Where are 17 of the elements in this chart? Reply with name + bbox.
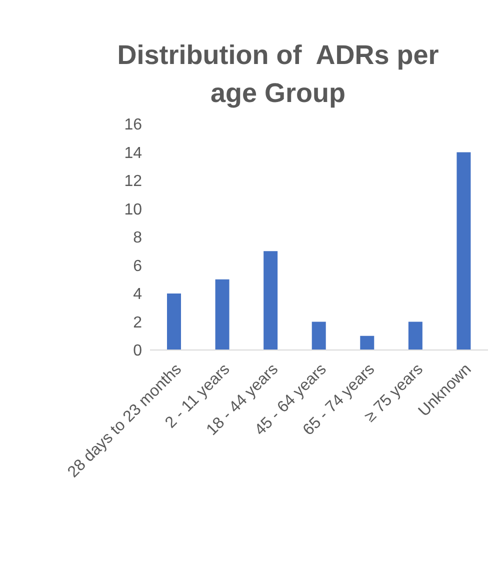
bar (360, 336, 374, 350)
chart-title: Distribution of ADRs per age Group (116, 39, 440, 110)
y-tick-label: 8 (133, 230, 142, 247)
y-tick-label: 16 (124, 116, 142, 134)
y-tick-label: 2 (133, 314, 142, 332)
y-tick-label: 0 (133, 342, 142, 360)
bar (312, 322, 326, 350)
bar (167, 294, 181, 350)
bar (408, 322, 422, 350)
y-tick-label: 14 (124, 144, 142, 162)
y-tick-label: 12 (124, 173, 142, 190)
y-tick-label: 6 (133, 258, 142, 275)
bar (264, 251, 278, 350)
y-tick-label: 10 (124, 201, 142, 218)
bar (215, 279, 230, 350)
y-tick-label: 4 (133, 286, 142, 304)
bar (456, 152, 471, 350)
